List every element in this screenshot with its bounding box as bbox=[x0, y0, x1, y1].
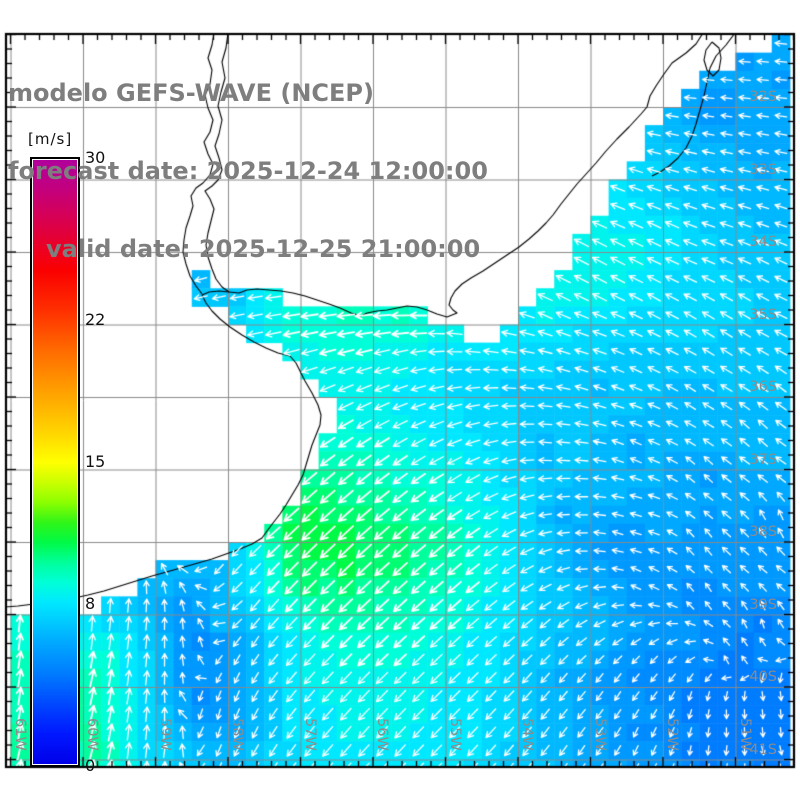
lat-label: 39S bbox=[749, 596, 777, 613]
lon-label: 55W bbox=[446, 718, 463, 751]
lon-label: 54W bbox=[519, 718, 535, 751]
forecast-date-line: forecast date: 2025-12-24 12:00:00 bbox=[8, 157, 488, 185]
colorbar-tick-label: 22 bbox=[85, 310, 106, 330]
lon-label: 60W bbox=[84, 718, 100, 751]
colorbar bbox=[30, 157, 80, 767]
lon-label: 58W bbox=[229, 718, 245, 751]
colorbar-tick-label: 30 bbox=[85, 148, 106, 167]
lon-label: 52W bbox=[664, 718, 680, 751]
colorbar-tick-label: 15 bbox=[85, 452, 106, 471]
title-block: modelo GEFS-WAVE (NCEP) forecast date: 2… bbox=[8, 28, 488, 314]
lat-label: 32S bbox=[749, 89, 777, 105]
colorbar-unit-label: [m/s] bbox=[28, 130, 73, 148]
lon-label: 59W bbox=[156, 718, 173, 751]
lon-label: 53W bbox=[591, 718, 608, 751]
lat-label: 37S bbox=[749, 451, 777, 468]
colorbar-tick-label: 0 bbox=[85, 756, 96, 775]
colorbar-gradient bbox=[33, 160, 77, 764]
valid-date-line: valid date: 2025-12-25 21:00:00 bbox=[46, 235, 481, 263]
lat-label: 33S bbox=[749, 161, 777, 178]
lon-label: 51W bbox=[736, 718, 753, 751]
lat-label: 34S bbox=[749, 234, 777, 250]
lat-label: 35S bbox=[749, 306, 777, 323]
lat-label: 41S bbox=[749, 741, 777, 758]
model-title: modelo GEFS-WAVE (NCEP) bbox=[8, 79, 374, 107]
lon-label: 57W bbox=[301, 718, 318, 751]
lon-label: 61W bbox=[11, 718, 28, 751]
colorbar-tick-label: 8 bbox=[85, 593, 96, 613]
lon-label: 56W bbox=[374, 718, 390, 751]
lat-label: 36S bbox=[749, 379, 777, 395]
lat-label: 40S bbox=[749, 669, 777, 685]
lat-label: 38S bbox=[749, 524, 777, 540]
